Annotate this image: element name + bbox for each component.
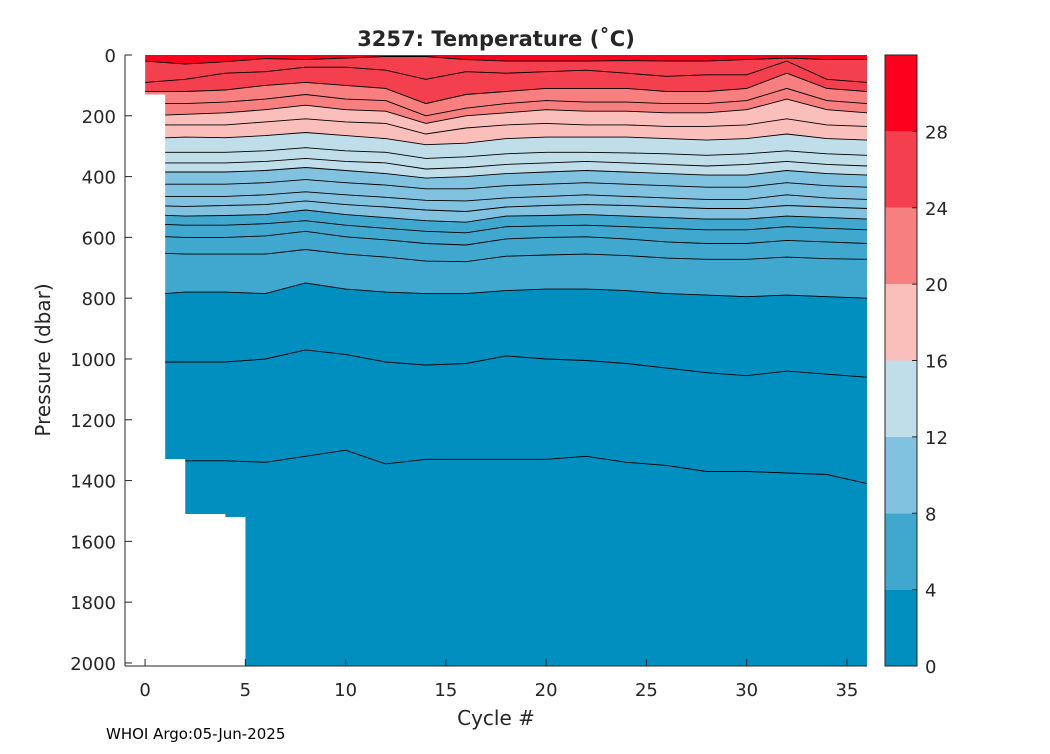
isotherm-lines: [145, 56, 867, 485]
colorbar-band-12: [885, 360, 917, 437]
layer-band-24: [145, 73, 867, 116]
colorbar-tick-label: 8: [925, 504, 936, 525]
layer-band-6: [145, 231, 867, 262]
isotherm-5: [145, 249, 867, 263]
x-tick-label: 35: [835, 680, 858, 701]
isotherm-24: [145, 72, 867, 105]
layer-band-9: [145, 200, 867, 223]
x-tick-label: 15: [434, 680, 457, 701]
colorbar-band-24: [885, 131, 917, 208]
layer-band-26: [145, 61, 867, 104]
isotherm-10: [145, 191, 867, 202]
y-tick-label: 1600: [70, 532, 116, 553]
y-tick-label: 2000: [70, 654, 116, 675]
axes: 0 5 10 15 20 25 30 35 0 200 400 600 800 1000 1200 1400 1…: [70, 46, 867, 701]
y-tick-label: 1400: [70, 472, 116, 493]
y-tick-label: 400: [82, 168, 116, 189]
layer-band-3: [145, 349, 867, 484]
x-tick-label: 20: [535, 680, 558, 701]
layer-surface: [145, 55, 867, 65]
colorbar-band-28: [885, 55, 917, 132]
colorbar-tick-label: 4: [925, 581, 936, 602]
colorbar: 0 4 8 12 16 20 24 28: [884, 54, 948, 678]
layer-band-28: [145, 56, 867, 83]
x-tick-label: 25: [635, 680, 658, 701]
isotherm-28: [145, 56, 867, 65]
chart-title: 3257: Temperature (˚C): [357, 27, 635, 51]
isotherm-16: [145, 132, 867, 146]
y-tick-label: 200: [82, 107, 116, 128]
layer-band-7: [145, 220, 867, 245]
colorbar-band-20: [885, 207, 917, 285]
x-axis-label: Cycle #: [457, 706, 535, 730]
isotherm-22: [145, 87, 867, 117]
layer-band-16: [145, 132, 867, 159]
isotherm-7: [145, 220, 867, 234]
x-tick-label: 30: [735, 680, 758, 701]
colorbar-band-8: [885, 436, 917, 514]
y-tick-label: 1200: [70, 411, 116, 432]
colorbar-band-16: [885, 284, 917, 361]
isotherm-14: [145, 147, 867, 159]
layer-band-11: [145, 179, 867, 201]
x-tick-label: 5: [240, 680, 251, 701]
layer-band-18: [145, 118, 867, 145]
y-tick-label: 1800: [70, 593, 116, 614]
colorbar-tick-label: 16: [925, 352, 948, 373]
isotherm-8: [145, 209, 867, 223]
isotherm-12: [145, 167, 867, 179]
layer-band-2: [145, 450, 867, 666]
isotherm-18: [145, 118, 867, 135]
layer-band-13: [145, 158, 867, 179]
y-axis-label: Pressure (dbar): [31, 283, 55, 436]
isotherm-2: [145, 449, 867, 485]
isotherm-4: [145, 282, 867, 299]
colorbar-tick-label: 24: [925, 199, 948, 220]
colorbar-tick-label: 0: [925, 657, 936, 678]
y-tick-label: 1000: [70, 350, 116, 371]
layer-band-4: [145, 283, 867, 378]
colorbar-tick-label: 28: [925, 122, 948, 143]
isotherm-6: [145, 230, 867, 246]
isotherm-13: [145, 157, 867, 170]
isotherm-20: [145, 98, 867, 124]
layer-band-10: [145, 191, 867, 212]
colorbar-tick-label: 12: [925, 428, 948, 449]
colorbar-band-0: [885, 589, 917, 666]
y-tick-label: 600: [82, 228, 116, 249]
isotherm-3: [145, 349, 867, 378]
x-tick-label: 0: [139, 680, 150, 701]
y-tick-label: 0: [105, 46, 116, 67]
plot-area: [125, 55, 867, 666]
isotherm-11: [145, 179, 867, 190]
colorbar-band-4: [885, 513, 917, 590]
layer-band-14: [145, 147, 867, 169]
isotherm-26: [145, 60, 867, 83]
missing-data-mask-top: [125, 55, 246, 666]
footer-credit: WHOI Argo:05-Jun-2025: [106, 725, 286, 743]
isotherm-9: [145, 200, 867, 212]
x-tick-label: 10: [334, 680, 357, 701]
y-tick-label: 800: [82, 289, 116, 310]
layer-band-12: [145, 167, 867, 189]
colorbar-tick-label: 20: [925, 275, 948, 296]
layer-band-8: [145, 210, 867, 233]
